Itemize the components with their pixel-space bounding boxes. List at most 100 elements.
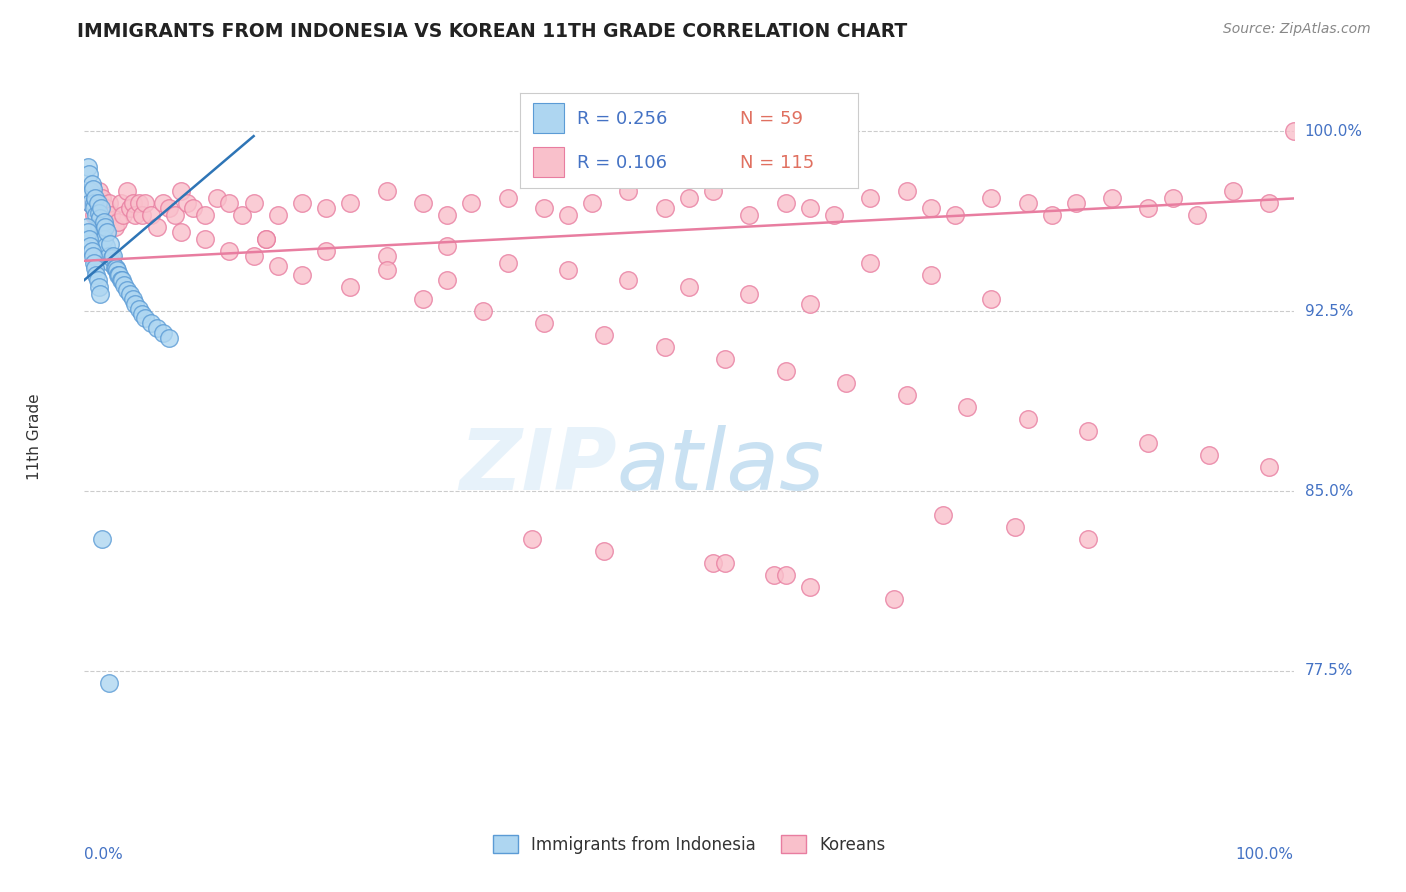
Point xyxy=(110,196,132,211)
Point xyxy=(134,196,156,211)
Point xyxy=(980,191,1002,205)
Point xyxy=(1077,424,1099,438)
Point xyxy=(254,232,277,246)
Point xyxy=(1077,532,1099,546)
Point xyxy=(472,304,495,318)
Point xyxy=(107,268,129,283)
Point xyxy=(1282,124,1305,138)
Text: 100.0%: 100.0% xyxy=(1236,847,1294,862)
Point xyxy=(943,208,966,222)
Point xyxy=(859,256,882,270)
Point xyxy=(165,208,187,222)
Point xyxy=(436,273,458,287)
Point xyxy=(267,208,290,222)
Point xyxy=(823,208,845,222)
Point xyxy=(267,259,290,273)
Point xyxy=(77,168,100,182)
Point xyxy=(1198,448,1220,462)
Point xyxy=(242,196,264,211)
Point xyxy=(103,249,125,263)
Point xyxy=(87,220,110,235)
Point xyxy=(94,239,117,253)
Point xyxy=(702,556,724,570)
Point xyxy=(1040,208,1063,222)
Point xyxy=(339,196,361,211)
Point xyxy=(932,508,955,522)
Point xyxy=(110,273,132,287)
Point xyxy=(291,268,314,283)
Point xyxy=(107,215,129,229)
Point xyxy=(146,220,169,235)
Point xyxy=(87,280,110,294)
Point xyxy=(799,580,821,594)
Point xyxy=(375,249,398,263)
Point xyxy=(1064,196,1087,211)
Point xyxy=(375,263,398,277)
Point xyxy=(1017,412,1039,426)
Point xyxy=(896,184,918,198)
Point xyxy=(101,252,124,266)
Point xyxy=(1137,201,1160,215)
Point xyxy=(859,191,882,205)
Point xyxy=(112,277,135,292)
Point xyxy=(104,260,127,275)
Point xyxy=(79,239,101,253)
Point xyxy=(1258,196,1281,211)
Text: 77.5%: 77.5% xyxy=(1305,664,1353,679)
Point xyxy=(581,196,603,211)
Point xyxy=(738,287,761,301)
Legend: Immigrants from Indonesia, Koreans: Immigrants from Indonesia, Koreans xyxy=(486,829,891,860)
Point xyxy=(93,232,115,246)
Point xyxy=(89,287,111,301)
Point xyxy=(496,191,519,205)
Point xyxy=(120,201,142,215)
Point xyxy=(83,201,105,215)
Point xyxy=(83,196,105,211)
Point xyxy=(799,297,821,311)
Point xyxy=(291,196,314,211)
Point xyxy=(375,184,398,198)
Point xyxy=(980,292,1002,306)
Point xyxy=(1222,184,1244,198)
Point xyxy=(97,676,120,690)
Point xyxy=(112,208,135,222)
Point xyxy=(654,340,676,354)
Point xyxy=(593,544,616,558)
Text: 100.0%: 100.0% xyxy=(1305,124,1362,139)
Point xyxy=(157,330,180,344)
Point xyxy=(775,196,797,211)
Point xyxy=(87,184,110,198)
Point xyxy=(86,273,108,287)
Point xyxy=(89,211,111,225)
Point xyxy=(83,256,105,270)
Text: atlas: atlas xyxy=(616,425,824,508)
Point xyxy=(134,311,156,326)
Point xyxy=(775,364,797,378)
Point xyxy=(678,280,700,294)
Point xyxy=(79,196,101,211)
Text: ZIP: ZIP xyxy=(458,425,616,508)
Point xyxy=(762,568,785,582)
Point xyxy=(557,263,579,277)
Point xyxy=(170,184,193,198)
Point xyxy=(100,208,122,222)
Point xyxy=(775,568,797,582)
Point xyxy=(412,196,434,211)
Point xyxy=(86,208,108,222)
Point xyxy=(1101,191,1123,205)
Point xyxy=(207,191,229,205)
Point xyxy=(956,400,979,414)
Point xyxy=(82,182,104,196)
Point xyxy=(920,201,942,215)
Point xyxy=(176,196,198,211)
Point xyxy=(1004,520,1026,534)
Point xyxy=(104,260,127,275)
Point xyxy=(100,256,122,270)
Point xyxy=(97,196,120,211)
Point xyxy=(82,249,104,263)
Point xyxy=(84,260,107,275)
Point xyxy=(1258,460,1281,475)
Point xyxy=(654,201,676,215)
Point xyxy=(77,225,100,239)
Point xyxy=(108,268,131,283)
